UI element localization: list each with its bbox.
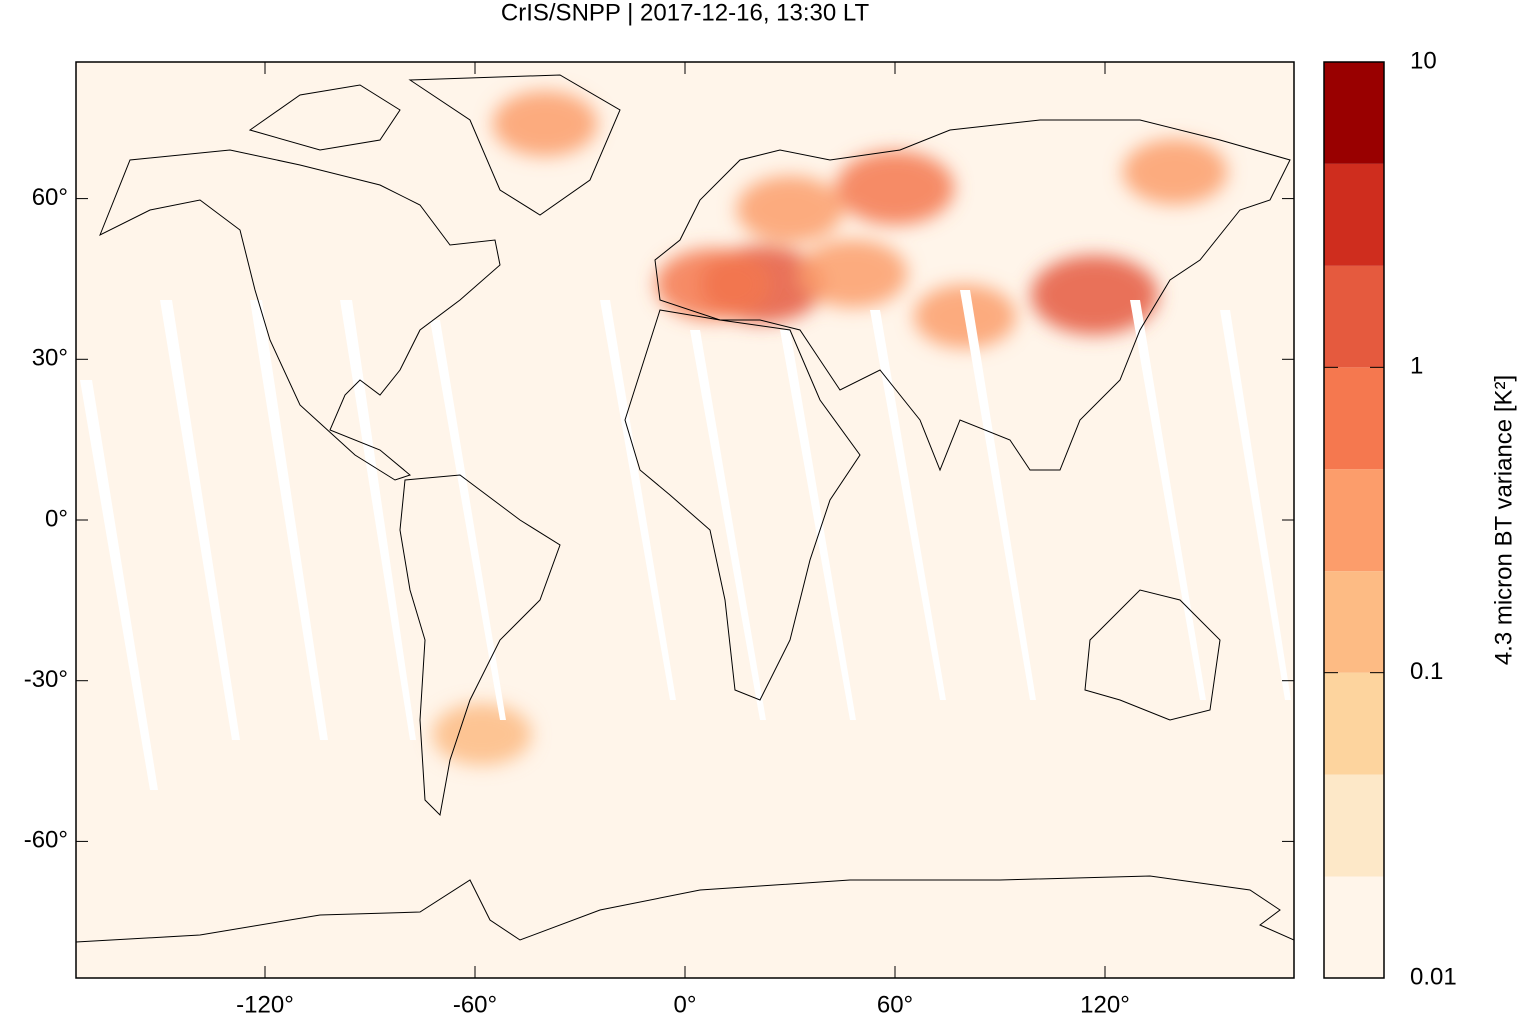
swath-gaps [80, 290, 1291, 790]
swath-gap [160, 300, 240, 740]
colorbar-band [1324, 62, 1384, 164]
colorbar-band [1324, 265, 1384, 368]
swath-gap [1130, 300, 1206, 700]
coastlines [76, 74, 1294, 943]
colorbar-band [1324, 469, 1384, 572]
colorbar-label: 4.3 micron BT variance [K²] [1490, 375, 1517, 665]
heat-spot [1030, 255, 1159, 335]
swath-gap [870, 310, 946, 700]
swath-gap [430, 320, 506, 720]
swath-gap [250, 300, 328, 740]
chart-title: CrIS/SNPP | 2017-12-16, 13:30 LT [501, 0, 870, 26]
colorbar-band [1324, 571, 1384, 673]
y-tick-label: 30° [32, 345, 68, 372]
swath-gap [1220, 310, 1291, 700]
heat-spot [798, 239, 908, 308]
coastline [1084, 589, 1221, 721]
heat-spot [1122, 139, 1228, 205]
swath-gap [340, 300, 416, 740]
colorbar-band [1324, 163, 1384, 266]
swath-gap [780, 330, 856, 720]
colorbar-band [1324, 876, 1384, 978]
coastline [399, 474, 561, 817]
swath-gap [960, 290, 1036, 700]
colorbar-tick-label: 0.1 [1410, 658, 1443, 685]
swath-gap [80, 380, 158, 790]
x-tick-label: 0° [674, 991, 697, 1018]
coastline [99, 149, 501, 481]
heat-spot [736, 175, 844, 243]
y-tick-label: 0° [45, 505, 68, 532]
heat-spot [432, 703, 532, 766]
swath-gap [690, 330, 766, 720]
x-tick-label: 120° [1080, 991, 1130, 1018]
coastline [408, 74, 621, 216]
y-tick-label: -60° [24, 827, 68, 854]
heat-spot [492, 90, 598, 157]
y-tick-label: -30° [24, 666, 68, 693]
coastline [76, 875, 1294, 943]
y-tick-label: 60° [32, 184, 68, 211]
x-tick-label: -60° [453, 991, 497, 1018]
heat-spot [835, 150, 955, 225]
swath-gap [600, 300, 676, 700]
colorbar-band [1324, 774, 1384, 877]
colorbar-tick-label: 0.01 [1410, 963, 1457, 990]
colorbar-band [1324, 672, 1384, 775]
coastline [624, 309, 861, 701]
colorbar-frame [1323, 61, 1385, 979]
x-tick-label: 60° [877, 991, 913, 1018]
colorbar [1324, 62, 1384, 978]
x-tick-label: -120° [236, 991, 294, 1018]
colorbar-band [1324, 367, 1384, 470]
coastline [248, 84, 401, 151]
colorbar-tick-label: 10 [1410, 47, 1437, 74]
heat-spot [655, 248, 771, 321]
coastline [654, 119, 1291, 472]
map-background [76, 62, 1294, 978]
colorbar-tick-label: 1 [1410, 353, 1423, 380]
